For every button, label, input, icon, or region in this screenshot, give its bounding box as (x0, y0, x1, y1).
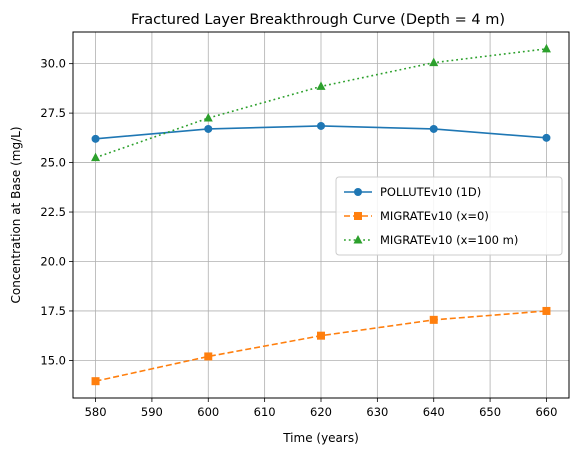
data-point (429, 124, 438, 133)
legend-label: MIGRATEv10 (x=100 m) (380, 233, 518, 247)
legend-item: POLLUTEv10 (1D) (344, 185, 481, 199)
data-point (429, 315, 438, 324)
data-point (204, 124, 213, 133)
y-tick-label: 17.5 (40, 304, 66, 318)
series-1 (91, 121, 551, 143)
x-tick-label: 650 (479, 405, 501, 419)
data-point (91, 152, 101, 162)
y-tick-label: 15.0 (40, 353, 66, 367)
y-tick-label: 25.0 (40, 156, 66, 170)
series-layer (91, 43, 551, 386)
data-point (542, 306, 551, 315)
legend-label: POLLUTEv10 (1D) (380, 185, 481, 199)
series-2 (91, 306, 551, 386)
legend-marker (354, 188, 362, 196)
x-tick-label: 600 (197, 405, 219, 419)
x-tick-label: 630 (366, 405, 388, 419)
y-tick-label: 27.5 (40, 106, 66, 120)
legend: POLLUTEv10 (1D) MIGRATEv10 (x=0) MIGRATEv1… (335, 176, 563, 256)
plot-frame (72, 31, 570, 399)
legend-marker (353, 235, 363, 244)
x-axis-label: Time (years) (282, 431, 359, 445)
x-tick-label: 620 (310, 405, 332, 419)
ticks: 580 590 600 610 620 630 640 650 660 15.0 17.5 20.0 2… (40, 57, 557, 419)
y-tick-label: 20.0 (40, 254, 66, 268)
data-point (541, 43, 551, 53)
legend-item: MIGRATEv10 (x=100 m) (344, 233, 518, 247)
series-3 (91, 43, 551, 162)
y-axis-label: Concentration at Base (mg/L) (9, 126, 23, 303)
data-point (203, 113, 213, 122)
data-point (317, 121, 325, 130)
legend-marker (354, 212, 362, 220)
x-tick-label: 640 (423, 405, 445, 419)
legend-label: MIGRATEv10 (x=0) (380, 209, 489, 223)
chart-title: Fractured Layer Breakthrough Curve (Dept… (131, 12, 505, 28)
x-tick-label: 610 (254, 405, 276, 419)
x-tick-label: 590 (141, 405, 163, 419)
x-tick-label: 580 (85, 405, 107, 419)
y-tick-label: 22.5 (40, 205, 66, 219)
data-point (316, 81, 326, 90)
data-point (429, 57, 439, 67)
x-tick-label: 660 (535, 405, 557, 419)
data-point (91, 377, 100, 386)
legend-item: MIGRATEv10 (x=0) (344, 209, 489, 223)
y-tick-label: 30.0 (40, 57, 66, 71)
data-point (91, 134, 100, 143)
data-point (542, 133, 551, 142)
data-point (317, 331, 325, 340)
data-point (204, 352, 213, 361)
legend-box (335, 176, 563, 256)
